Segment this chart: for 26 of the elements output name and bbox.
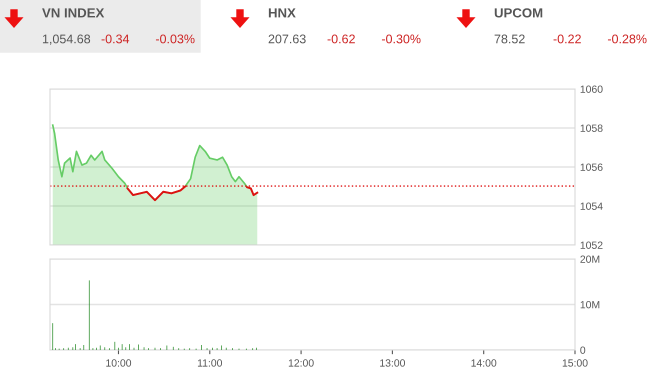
y-tick-label: 1052	[580, 242, 603, 249]
text: 78.52	[494, 34, 525, 44]
y-tick-label: 1058	[580, 124, 603, 132]
y-tick-label: 1056	[580, 164, 603, 171]
text: -0.03%	[156, 34, 195, 44]
text: -0.34	[102, 34, 130, 44]
text: 1,054.68	[42, 34, 90, 45]
text: -0.22	[554, 34, 581, 44]
y-tick-label: 1054	[580, 202, 603, 210]
x-tick-label: 15:00	[562, 359, 588, 367]
y-tick-label: 20M	[580, 256, 600, 263]
y-tick-label: 10M	[580, 301, 600, 308]
text: VN INDEX	[42, 8, 104, 18]
x-tick-label: 12:00	[288, 359, 314, 367]
text: -0.28%	[608, 34, 647, 44]
text: -0.30%	[382, 34, 421, 44]
y-tick-label: 0	[580, 346, 586, 354]
x-tick-label: 10:00	[106, 359, 132, 367]
y-tick-label: 1060	[580, 86, 603, 93]
x-tick-label: 11:00	[198, 359, 222, 367]
x-tick-label: 14:00	[471, 359, 496, 367]
text: HNX	[268, 8, 296, 18]
text: 207.63	[268, 34, 306, 44]
text: -0.62	[328, 34, 355, 44]
text: UPCOM	[494, 8, 542, 18]
x-tick-label: 13:00	[380, 359, 406, 367]
